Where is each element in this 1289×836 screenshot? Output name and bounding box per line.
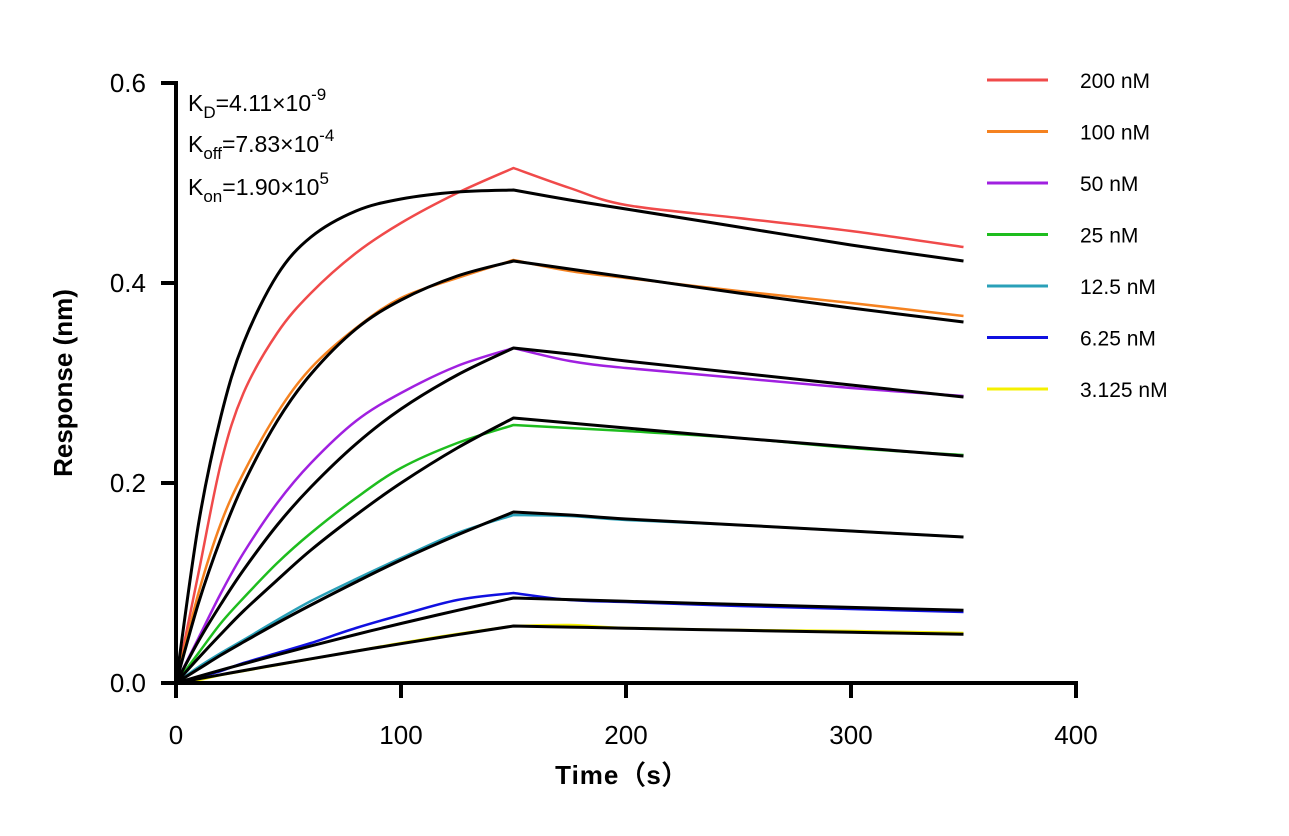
ticks: 0 100 200 300 400 0.0 0.2 0.4 0.6 <box>110 68 1098 750</box>
y-tick-label: 0.2 <box>110 468 146 498</box>
kinetic-constant-on: Kon=1.90×105 <box>188 169 329 206</box>
x-tick-label: 300 <box>829 720 872 750</box>
x-tick-label: 200 <box>604 720 647 750</box>
fit-curves <box>174 188 964 685</box>
y-tick-label: 0.4 <box>110 268 146 298</box>
x-axis-label: Time（s） <box>555 760 689 790</box>
annotation-exp: -4 <box>319 126 334 145</box>
fit-curve-200-nM <box>174 188 964 684</box>
fit-curve-12_5-nM <box>175 510 964 685</box>
series-line-25-nM <box>175 423 964 684</box>
fit-curve-100-nM <box>174 259 964 684</box>
series-line-200-nM <box>174 166 964 684</box>
annotation-base: K <box>188 174 204 200</box>
legend-label: 6.25 nM <box>1080 328 1156 351</box>
kinetic-constant-d: KD=4.11×10-9 <box>188 85 326 122</box>
kinetic-constant-off: Koff=7.83×10-4 <box>188 126 334 163</box>
legend-label: 100 nM <box>1080 122 1150 145</box>
fit-curve-6_25-nM <box>175 596 964 685</box>
x-tick-label: 0 <box>169 720 183 750</box>
legend-label: 3.125 nM <box>1080 379 1168 402</box>
y-tick-label: 0.6 <box>110 68 146 98</box>
annotation-exp: -9 <box>311 85 326 104</box>
annotation-text: =1.90×10 <box>222 174 319 200</box>
x-tick-label: 100 <box>379 720 422 750</box>
annotation-sub: on <box>203 187 222 206</box>
y-tick-label: 0.0 <box>110 668 146 698</box>
legend-label: 200 nM <box>1080 70 1150 93</box>
annotation-base: K <box>188 90 204 116</box>
legend-label: 25 nM <box>1080 225 1138 248</box>
x-tick-label: 400 <box>1054 720 1097 750</box>
legend: 200 nM 100 nM 50 nM 25 nM 12.5 nM 6.25 nM 3.12… <box>987 70 1168 402</box>
y-axis-label: Response (nm) <box>48 289 78 477</box>
annotation-text: =4.11×10 <box>216 90 312 116</box>
series-layer <box>174 166 964 685</box>
axes <box>174 81 1078 685</box>
fit-curve-25-nM <box>174 416 964 685</box>
annotation-exp: 5 <box>319 169 328 188</box>
series-line-100-nM <box>174 258 964 684</box>
annotation-base: K <box>188 131 204 157</box>
fit-curve-3_125-nM <box>175 624 964 685</box>
legend-label: 12.5 nM <box>1080 276 1156 299</box>
annotation-text: =7.83×10 <box>222 131 319 157</box>
annotation-sub: off <box>203 144 222 163</box>
legend-label: 50 nM <box>1080 173 1138 196</box>
annotation-sub: D <box>203 103 215 122</box>
fit-curve-50-nM <box>174 346 964 684</box>
series-line-50-nM <box>174 346 964 684</box>
